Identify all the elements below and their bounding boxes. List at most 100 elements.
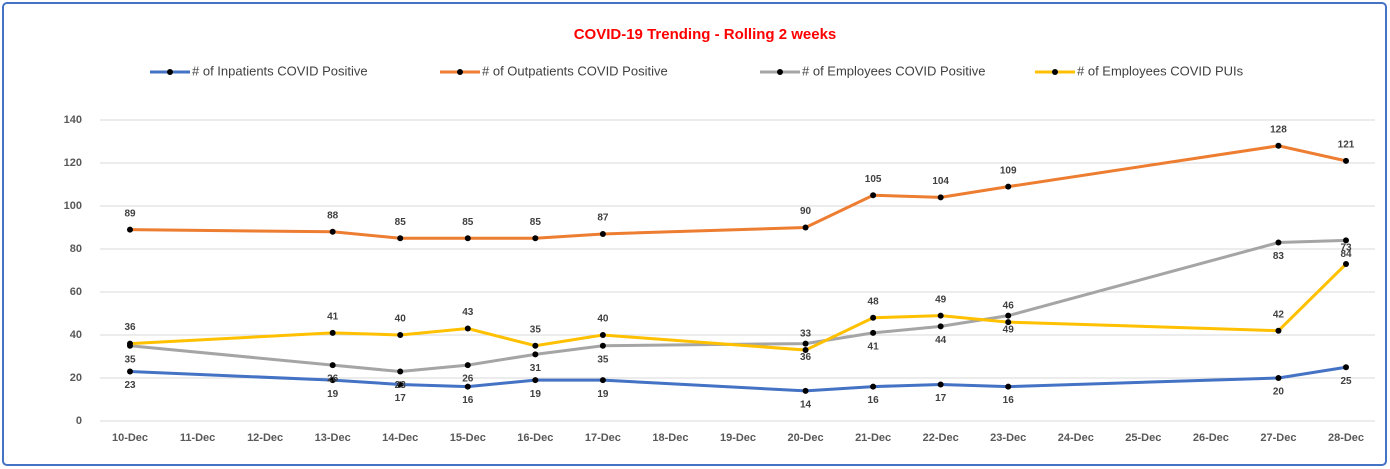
- data-point: [397, 368, 404, 375]
- x-tick-label: 16-Dec: [517, 432, 553, 444]
- x-tick-label: 17-Dec: [585, 432, 621, 444]
- data-label: 19: [530, 389, 542, 400]
- data-label: 84: [1340, 249, 1352, 260]
- data-label: 26: [462, 374, 474, 385]
- data-point: [532, 351, 539, 358]
- x-tick-label: 20-Dec: [788, 432, 824, 444]
- legend-marker: [777, 69, 783, 75]
- x-tick-label: 10-Dec: [112, 432, 148, 444]
- data-point: [599, 377, 606, 384]
- x-tick-label: 15-Dec: [450, 432, 486, 444]
- data-point: [937, 312, 944, 319]
- y-tick-label: 0: [76, 415, 82, 427]
- data-point: [397, 381, 404, 388]
- series-line: [129, 262, 1348, 352]
- data-label: 90: [800, 206, 812, 217]
- data-label: 35: [530, 324, 542, 335]
- data-point: [802, 387, 809, 394]
- data-label: 33: [800, 329, 812, 340]
- series-line: [129, 365, 1347, 393]
- data-point: [1275, 375, 1282, 381]
- x-tick-label: 14-Dec: [382, 432, 418, 444]
- data-point: [464, 235, 471, 242]
- x-tick-label: 25-Dec: [1125, 432, 1161, 444]
- data-label: 23: [395, 380, 407, 391]
- x-tick-label: 19-Dec: [720, 432, 756, 444]
- data-label: 31: [530, 363, 542, 374]
- data-label: 48: [868, 296, 880, 307]
- data-point: [1005, 183, 1012, 190]
- data-point: [802, 224, 809, 231]
- chart-title: COVID-19 Trending - Rolling 2 weeks: [574, 26, 837, 43]
- data-label: 88: [327, 210, 339, 221]
- data-label: 41: [327, 311, 339, 322]
- y-tick-label: 80: [70, 243, 82, 255]
- x-tick-label: 26-Dec: [1193, 432, 1229, 444]
- y-tick-label: 100: [64, 200, 82, 212]
- data-point: [599, 230, 606, 237]
- data-point: [397, 235, 404, 242]
- data-label: 49: [1003, 324, 1015, 335]
- data-label: 19: [597, 389, 609, 400]
- data-label: 42: [1273, 309, 1285, 320]
- data-label: 85: [530, 217, 542, 228]
- data-point: [1275, 327, 1282, 334]
- data-label: 105: [865, 174, 882, 185]
- data-point: [329, 377, 336, 384]
- data-label: 25: [1340, 376, 1352, 387]
- data-label: 83: [1273, 251, 1285, 262]
- data-point: [1005, 383, 1012, 390]
- data-label: 17: [935, 393, 947, 404]
- data-label: 87: [597, 213, 609, 224]
- data-label: 20: [1273, 387, 1285, 398]
- data-point: [329, 329, 336, 336]
- data-label: 46: [1003, 301, 1015, 312]
- x-tick-label: 12-Dec: [247, 432, 283, 444]
- data-point: [802, 340, 809, 347]
- data-label: 17: [395, 393, 407, 404]
- data-label: 85: [462, 217, 474, 228]
- x-tick-label: 24-Dec: [1058, 432, 1094, 444]
- data-label: 49: [935, 294, 947, 305]
- data-point: [802, 347, 809, 354]
- y-tick-label: 120: [64, 157, 82, 169]
- data-point: [870, 329, 877, 336]
- data-label: 16: [868, 395, 880, 406]
- data-label: 16: [462, 395, 474, 406]
- legend-label: # of Employees COVID PUIs: [1077, 63, 1244, 78]
- data-label: 26: [327, 374, 339, 385]
- legend-label: # of Employees COVID Positive: [802, 63, 986, 78]
- series-line: [129, 144, 1347, 240]
- data-point: [1343, 261, 1349, 268]
- data-label: 41: [868, 341, 880, 352]
- data-point: [1005, 312, 1012, 319]
- data-label: 121: [1338, 139, 1355, 150]
- data-label: 14: [800, 400, 812, 411]
- data-point: [329, 228, 336, 235]
- x-tick-label: 27-Dec: [1260, 432, 1296, 444]
- legend-marker: [167, 69, 173, 75]
- data-point: [397, 332, 404, 338]
- data-point: [1343, 364, 1349, 371]
- x-tick-label: 22-Dec: [923, 432, 959, 444]
- data-point: [1343, 237, 1349, 244]
- legend-label: # of Inpatients COVID Positive: [192, 63, 368, 78]
- data-label: 104: [932, 176, 949, 187]
- data-point: [532, 235, 539, 242]
- x-tick-label: 28-Dec: [1328, 432, 1364, 444]
- data-point: [127, 368, 133, 375]
- data-point: [127, 226, 133, 233]
- data-point: [870, 192, 877, 199]
- x-tick-label: 18-Dec: [652, 432, 688, 444]
- data-point: [532, 342, 539, 349]
- data-label: 40: [395, 314, 407, 325]
- data-point: [870, 314, 877, 321]
- data-point: [937, 323, 944, 330]
- data-label: 16: [1003, 395, 1015, 406]
- x-tick-label: 23-Dec: [990, 432, 1026, 444]
- data-label: 35: [597, 354, 609, 365]
- data-label: 23: [124, 380, 136, 391]
- legend-label: # of Outpatients COVID Positive: [482, 63, 668, 78]
- data-point: [1343, 157, 1349, 164]
